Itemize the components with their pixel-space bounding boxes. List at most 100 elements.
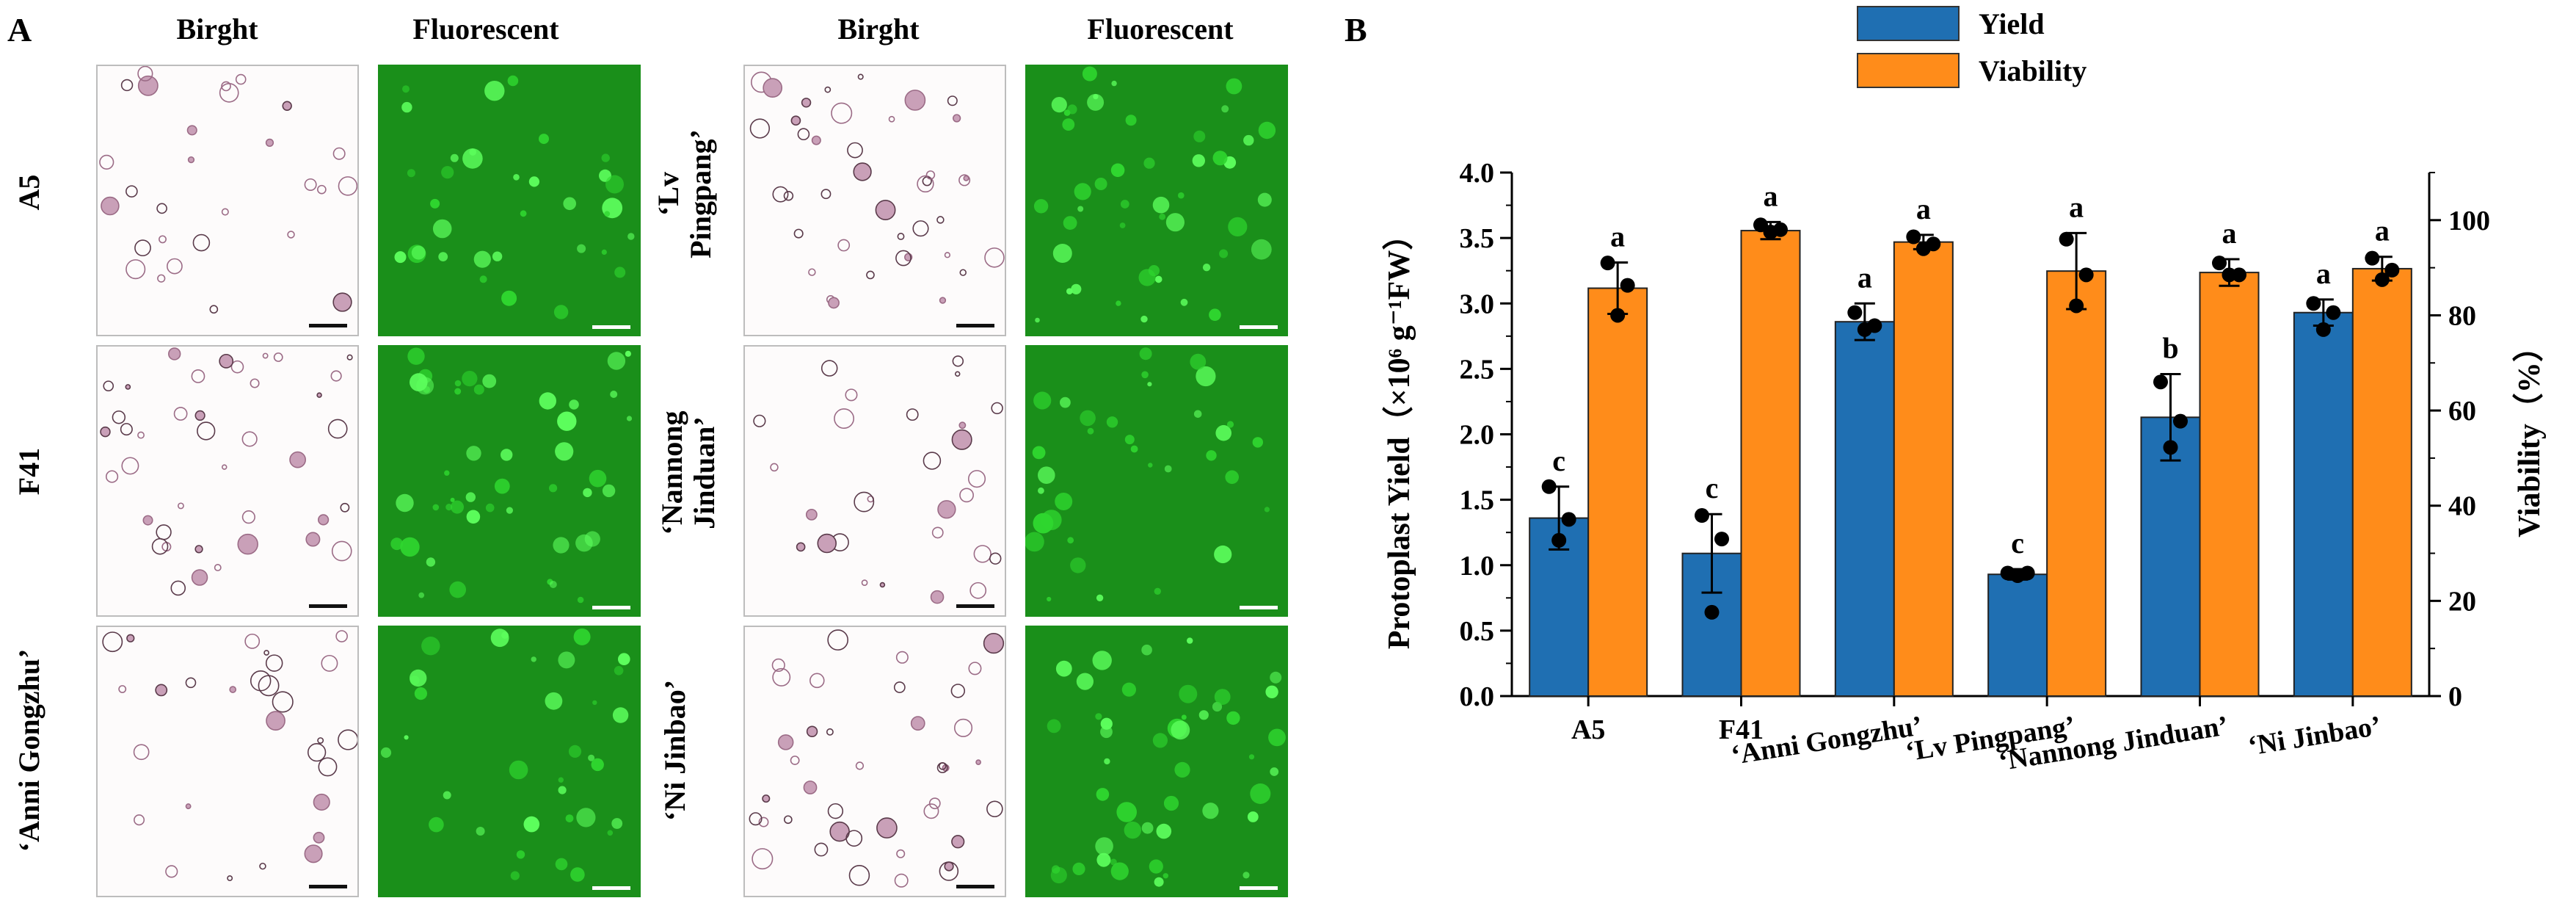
cell-blob: [177, 502, 184, 510]
cell-blob: [133, 744, 150, 761]
cell-blob: [1163, 873, 1168, 879]
cell-blob: [1174, 761, 1190, 778]
cell-blob: [432, 219, 452, 239]
cell-blob: [1147, 382, 1152, 387]
cell-blob: [173, 407, 188, 421]
cell-blob: [209, 305, 219, 314]
cell-blob: [1087, 93, 1105, 111]
cell-blob: [583, 488, 592, 498]
cell-blob: [155, 684, 168, 697]
cell-blob: [167, 258, 183, 275]
cell-blob: [1116, 802, 1137, 822]
cell-blob: [758, 816, 769, 827]
cell-blob: [577, 244, 586, 253]
cell-blob: [235, 73, 247, 85]
cell-blob: [783, 191, 794, 201]
scale-bar: [1240, 606, 1278, 609]
col-header-fluorescent-left: Fluorescent: [412, 12, 559, 46]
cell-blob: [118, 685, 127, 693]
cell-blob: [866, 270, 875, 280]
cell-blob: [125, 384, 131, 390]
cell-blob: [241, 431, 258, 447]
cell-blob: [266, 711, 285, 731]
cell-blob: [612, 707, 629, 723]
cell-blob: [627, 233, 635, 240]
cell-blob: [1033, 513, 1054, 534]
cell-blob: [1060, 396, 1071, 408]
cell-blob: [449, 581, 466, 598]
data-point: [1714, 532, 1729, 547]
cell-blob: [944, 252, 951, 258]
cell-blob: [1074, 183, 1091, 200]
cell-blob: [925, 170, 936, 180]
significance-letter: a: [2069, 190, 2084, 223]
cell-blob: [462, 371, 478, 387]
cell-blob: [473, 384, 484, 395]
cell-blob: [952, 355, 964, 367]
cell-blob: [601, 153, 610, 162]
cell-blob: [1148, 463, 1153, 468]
cell-blob: [501, 449, 513, 461]
cell-blob: [332, 147, 346, 160]
cell-blob: [531, 656, 536, 662]
cell-blob: [1124, 435, 1135, 445]
micrograph-texture: [1047, 637, 1286, 887]
cell-blob: [577, 596, 584, 604]
cell-blob: [790, 115, 801, 126]
cell-blob: [991, 402, 1003, 415]
data-point: [1695, 508, 1709, 524]
cell-blob: [1051, 865, 1060, 874]
cell-blob: [272, 691, 294, 713]
cell-blob: [1096, 852, 1111, 867]
cell-blob: [282, 101, 292, 111]
cell-blob: [1202, 803, 1219, 819]
cell-blob: [317, 737, 324, 744]
cell-blob: [969, 582, 987, 599]
cell-blob: [1265, 685, 1278, 698]
cell-blob: [834, 408, 855, 430]
row-label-anni-gongzhu: ‘Anni Gongzhu’: [12, 648, 46, 852]
cell-blob: [1055, 493, 1073, 510]
cell-blob: [450, 153, 459, 162]
cell-blob: [986, 800, 1003, 818]
cell-blob: [510, 871, 520, 880]
cell-blob: [450, 497, 455, 502]
cell-blob: [790, 756, 800, 765]
cell-blob: [340, 502, 350, 513]
row-label-a5: A5: [12, 174, 46, 211]
cell-blob: [1165, 213, 1185, 232]
micrograph-texture: [1033, 66, 1276, 323]
left-tick-label: 3.5: [1460, 223, 1495, 254]
cell-blob: [1095, 837, 1113, 855]
cell-blob: [611, 818, 623, 829]
data-point: [2069, 298, 2084, 314]
cell-blob: [241, 510, 255, 524]
left-tick-label: 0.0: [1460, 681, 1495, 712]
cell-blob: [331, 540, 352, 562]
cell-blob: [221, 81, 231, 92]
cell-blob: [194, 545, 203, 554]
right-tick-label: 60: [2448, 396, 2476, 427]
cell-blob: [125, 259, 146, 280]
cell-blob: [441, 166, 454, 179]
cell-blob: [1215, 424, 1231, 441]
bar-viability: [1587, 287, 1648, 697]
cell-blob: [1051, 97, 1067, 113]
legend-swatch-viability: [1857, 53, 1960, 88]
cell-blob: [1154, 275, 1163, 283]
cell-blob: [894, 873, 909, 888]
cell-blob: [922, 176, 932, 186]
micrograph-texture: [390, 347, 633, 604]
cell-blob: [545, 692, 563, 710]
cell-blob: [451, 500, 464, 514]
cell-blob: [1209, 308, 1221, 322]
cell-blob: [896, 849, 906, 858]
cell-blob: [170, 580, 186, 596]
left-tick-label: 1.0: [1460, 551, 1495, 582]
cell-blob: [121, 457, 139, 475]
micrograph-anni-gongzhu-bright: [96, 626, 359, 897]
right-tick-label: 100: [2448, 206, 2490, 236]
data-point: [2374, 272, 2390, 287]
cell-blob: [1038, 466, 1055, 484]
cell-blob: [186, 125, 197, 136]
